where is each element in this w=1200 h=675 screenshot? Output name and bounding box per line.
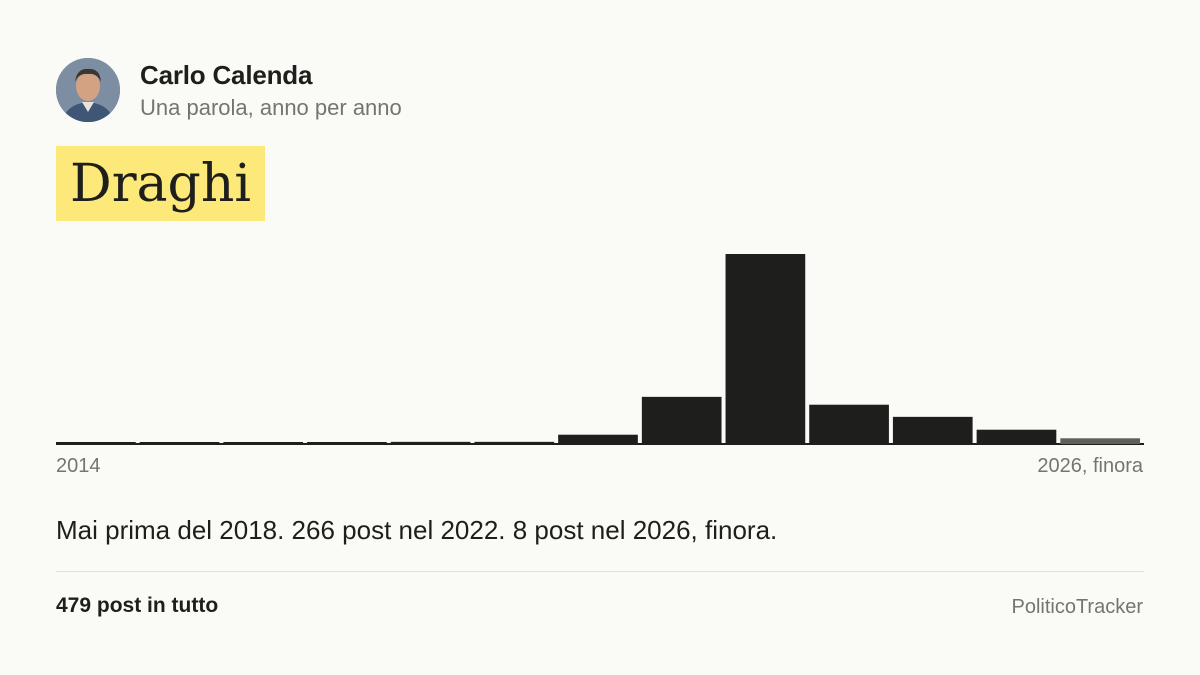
bar-2024: [892, 416, 973, 444]
bar-2019: [474, 441, 555, 444]
bar-2014: [56, 442, 136, 444]
bar-2025: [976, 429, 1057, 444]
name-block: Carlo Calenda Una parola, anno per anno: [140, 59, 402, 122]
bar-2021: [641, 396, 722, 444]
bar-2022: [725, 254, 806, 444]
summary-text: Mai prima del 2018. 266 post nel 2022. 8…: [56, 515, 778, 545]
tracked-word: Draghi: [70, 153, 251, 214]
x-axis-end-label: 2026, finora: [1037, 455, 1143, 477]
x-axis-start-label: 2014: [56, 455, 101, 477]
avatar: [56, 58, 120, 122]
bar-2026: [1060, 438, 1140, 444]
avatar-portrait-icon: [56, 58, 120, 122]
brand-name: PoliticoTracker: [1011, 596, 1143, 618]
bar-2015: [139, 442, 220, 444]
bar-2020: [558, 434, 638, 444]
header: Carlo Calenda Una parola, anno per anno: [56, 58, 402, 122]
highlighted-word-box: Draghi: [56, 146, 265, 221]
bar-2016: [223, 442, 304, 444]
page-subtitle: Una parola, anno per anno: [140, 94, 402, 120]
bar-2018: [390, 441, 471, 444]
bar-2017: [307, 442, 387, 444]
politician-name: Carlo Calenda: [140, 59, 313, 90]
total-posts: 479 post in tutto: [56, 594, 219, 617]
yearly-bar-chart: [56, 254, 1144, 445]
bar-2023: [809, 404, 889, 444]
footer-divider: [56, 571, 1144, 572]
